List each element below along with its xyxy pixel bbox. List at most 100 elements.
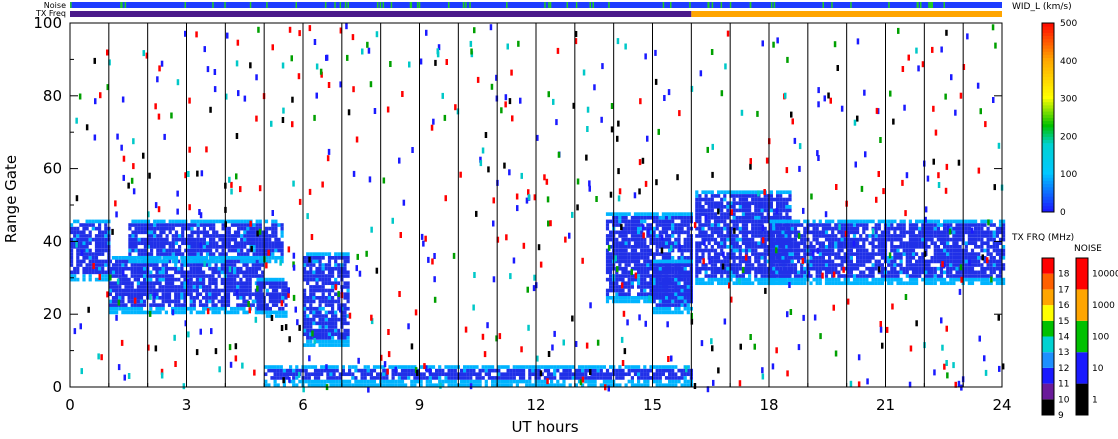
- echo-cell: [360, 368, 364, 373]
- echo-cell: [998, 219, 1003, 224]
- echo-cell: [732, 201, 736, 206]
- echo-cell: [995, 259, 999, 264]
- echo-cell: [274, 237, 278, 242]
- echo-cell: [812, 237, 816, 242]
- echo-cell: [254, 263, 258, 267]
- echo-cell: [905, 274, 909, 278]
- echo-cell: [683, 292, 687, 297]
- echo-cell: [168, 256, 172, 260]
- echo-cell: [146, 223, 151, 227]
- echo-cell: [540, 379, 544, 384]
- echo-cell: [652, 285, 656, 289]
- echo-cell: [226, 296, 231, 300]
- echo-cell: [921, 245, 925, 249]
- echo-cell: [989, 256, 993, 260]
- echo-cell: [655, 303, 659, 307]
- echo-cell: [73, 230, 77, 235]
- echo-cell: [680, 285, 684, 289]
- echo-cell: [104, 270, 108, 275]
- echo-cell: [655, 277, 659, 282]
- echo-cell: [630, 299, 634, 304]
- echo-cell: [184, 241, 188, 246]
- echo-cell: [983, 274, 987, 278]
- echo-cell: [877, 223, 881, 227]
- echo-cell: [686, 270, 690, 275]
- echo-cell: [343, 259, 347, 264]
- echo-cell: [189, 270, 193, 275]
- echo-cell: [668, 219, 672, 224]
- echo-cell: [337, 306, 341, 311]
- echo-cell: [908, 281, 912, 286]
- echo-cell: [562, 376, 566, 380]
- echo-cell: [376, 372, 380, 377]
- echo-cell: [664, 274, 669, 278]
- echo-cell: [958, 270, 962, 275]
- echo-cell: [137, 230, 141, 235]
- echo-cell: [196, 226, 200, 231]
- echo-cell: [695, 263, 699, 267]
- echo-cell: [818, 270, 822, 275]
- echo-cell: [717, 266, 721, 271]
- echo-cell: [227, 256, 231, 260]
- echo-cell: [998, 266, 1003, 271]
- echo-cell: [717, 205, 721, 209]
- echo-cell: [264, 248, 269, 253]
- echo-cell: [911, 263, 916, 267]
- echo-cell: [79, 237, 83, 242]
- echo-cell: [466, 376, 470, 380]
- echo-cell: [624, 245, 628, 249]
- echo-cell: [927, 219, 931, 224]
- echo-cell: [674, 259, 678, 264]
- echo-cell: [846, 274, 850, 278]
- echo-cell: [887, 234, 891, 238]
- echo-cell: [936, 252, 940, 256]
- echo-cell: [630, 281, 634, 286]
- echo-cell: [321, 306, 325, 311]
- echo-cell: [757, 223, 761, 227]
- echo-cell: [159, 223, 163, 227]
- echo-cell: [497, 368, 501, 373]
- noise-bar-mark: [773, 2, 776, 8]
- echo-cell: [790, 226, 794, 231]
- echo-cell: [640, 274, 644, 278]
- echo-cell: [671, 296, 675, 300]
- echo-cell: [271, 226, 275, 231]
- echo-cell: [553, 368, 557, 373]
- echo-cell: [195, 285, 199, 289]
- echo-cell: [174, 266, 178, 271]
- echo-cell: [899, 223, 903, 227]
- echo-cell: [321, 325, 325, 329]
- echo-cell: [366, 379, 370, 384]
- echo-cell: [655, 310, 659, 315]
- echo-cell: [224, 241, 228, 246]
- echo-cell: [221, 241, 225, 246]
- echo-cell: [738, 274, 742, 278]
- echo-cell: [652, 270, 656, 275]
- echo-cell: [729, 256, 733, 260]
- echo-cell: [763, 266, 767, 271]
- echo-cell: [751, 263, 755, 267]
- echo-cell: [865, 256, 869, 260]
- echo-cell: [674, 237, 678, 242]
- echo-cell: [605, 277, 610, 282]
- echo-cell: [652, 237, 656, 242]
- echo-cell: [275, 310, 279, 315]
- echo-cell: [630, 219, 634, 224]
- echo-cell: [469, 365, 473, 369]
- echo-cell: [450, 376, 454, 380]
- echo-cell: [318, 285, 322, 289]
- echo-cell: [852, 230, 857, 235]
- echo-cell: [264, 372, 268, 377]
- echo-cell: [202, 248, 206, 253]
- echo-cell: [317, 376, 321, 380]
- echo-cell: [331, 256, 335, 260]
- echo-cell: [949, 259, 953, 264]
- echo-cell: [136, 303, 140, 307]
- echo-cell: [310, 383, 314, 388]
- echo-cell: [713, 237, 718, 242]
- echo-cell: [271, 245, 275, 249]
- echo-cell: [695, 241, 699, 246]
- echo-cell: [615, 296, 619, 300]
- echo-cell: [181, 241, 185, 246]
- echo-cell: [986, 241, 990, 246]
